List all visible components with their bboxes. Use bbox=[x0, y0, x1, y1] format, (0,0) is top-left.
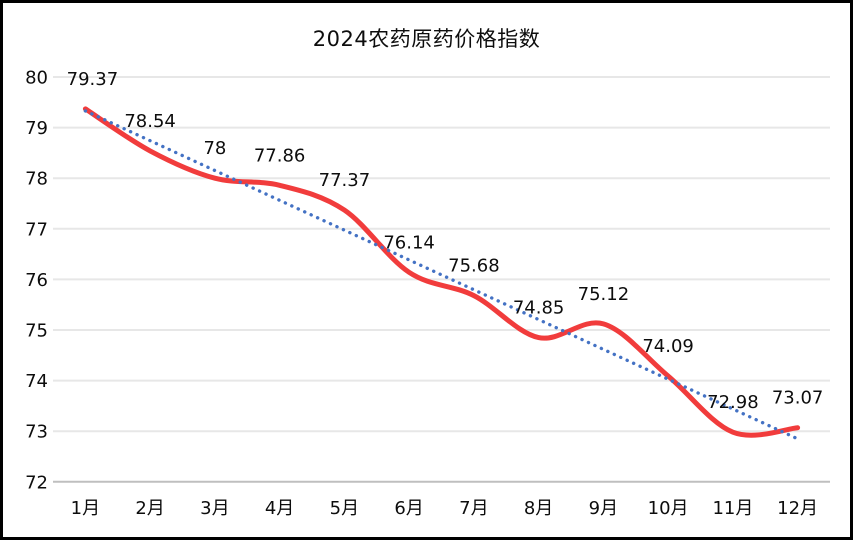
x-axis-tick-label: 12月 bbox=[777, 498, 818, 519]
data-label: 74.09 bbox=[642, 336, 694, 357]
x-axis-tick-label: 7月 bbox=[459, 498, 488, 519]
y-axis-tick-label: 77 bbox=[25, 219, 48, 240]
data-label: 75.68 bbox=[448, 256, 500, 277]
data-label: 77.86 bbox=[254, 145, 306, 166]
y-axis-tick-label: 78 bbox=[25, 169, 48, 190]
x-axis-tick-label: 11月 bbox=[712, 498, 753, 519]
y-axis-tick-label: 76 bbox=[25, 270, 48, 291]
x-axis-tick-label: 1月 bbox=[71, 498, 100, 519]
y-axis-tick-label: 75 bbox=[25, 321, 48, 342]
data-label: 74.85 bbox=[513, 298, 565, 319]
data-label: 78 bbox=[203, 138, 226, 159]
data-label: 77.37 bbox=[319, 170, 371, 191]
y-axis-tick-label: 79 bbox=[25, 118, 48, 139]
y-axis-tick-label: 72 bbox=[25, 472, 48, 493]
x-axis-tick-label: 10月 bbox=[648, 498, 689, 519]
x-axis-tick-label: 6月 bbox=[394, 498, 423, 519]
data-label: 75.12 bbox=[578, 284, 630, 305]
y-axis-tick-label: 74 bbox=[25, 371, 48, 392]
chart-title: 2024农药原药价格指数 bbox=[312, 27, 541, 51]
x-axis-tick-label: 2月 bbox=[135, 498, 164, 519]
y-axis-tick-label: 80 bbox=[25, 68, 48, 89]
x-axis-tick-label: 8月 bbox=[524, 498, 553, 519]
y-axis-tick-label: 73 bbox=[25, 422, 48, 443]
data-label: 73.07 bbox=[772, 388, 824, 409]
data-label: 78.54 bbox=[124, 111, 176, 132]
x-axis-tick-label: 3月 bbox=[200, 498, 229, 519]
trendline bbox=[83, 109, 800, 441]
series-line bbox=[82, 106, 801, 438]
x-axis-tick-label: 9月 bbox=[589, 498, 618, 519]
x-axis-tick-label: 4月 bbox=[265, 498, 294, 519]
x-axis-tick-label: 5月 bbox=[330, 498, 359, 519]
data-label: 72.98 bbox=[707, 392, 759, 413]
data-label: 79.37 bbox=[67, 69, 119, 90]
data-label: 76.14 bbox=[383, 232, 435, 253]
